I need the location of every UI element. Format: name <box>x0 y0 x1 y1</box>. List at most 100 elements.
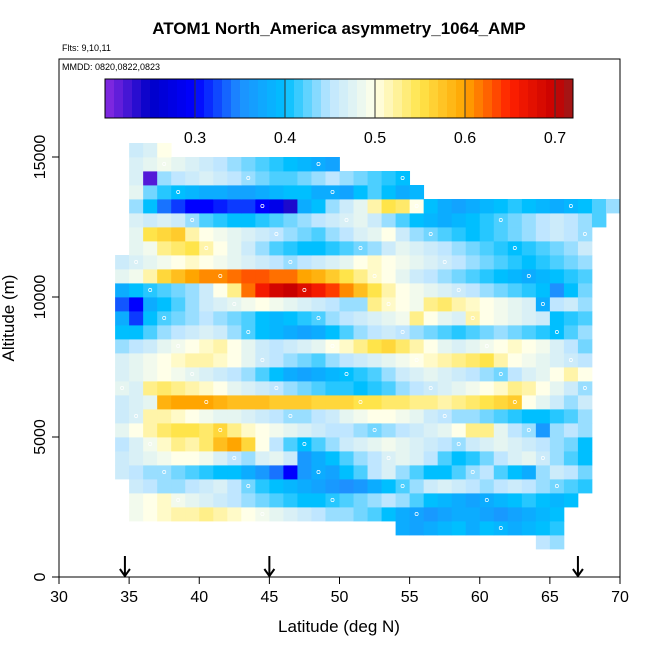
heatmap-cell <box>521 199 537 214</box>
heatmap-cell <box>451 227 467 242</box>
heatmap-cell <box>521 437 537 452</box>
heatmap-cell <box>157 409 172 424</box>
sample-point <box>218 274 223 278</box>
heatmap-cell <box>451 409 467 424</box>
heatmap-cell <box>423 269 439 284</box>
heatmap-cell <box>129 297 144 312</box>
heatmap-cell <box>199 269 214 284</box>
heatmap-cell <box>129 479 144 494</box>
heatmap-cell <box>157 297 172 312</box>
heatmap-cell <box>325 213 340 228</box>
heatmap-cell <box>423 367 439 382</box>
heatmap-cell <box>185 367 200 382</box>
heatmap-cell <box>437 255 453 270</box>
heatmap-cell <box>213 199 228 214</box>
heatmap-cell <box>325 507 340 522</box>
heatmap-cell <box>381 311 396 326</box>
heatmap-cell <box>563 465 579 480</box>
heatmap-cell <box>143 423 158 438</box>
heatmap-cell <box>395 367 411 382</box>
heatmap-cell <box>353 493 368 508</box>
heatmap-cell <box>227 213 242 228</box>
heatmap-cell <box>199 507 214 522</box>
colorbar-frame <box>104 78 574 119</box>
heatmap-cell <box>199 283 214 298</box>
heatmap-cell <box>255 241 270 256</box>
heatmap-cell <box>549 311 565 326</box>
heatmap-cell <box>549 325 565 340</box>
heatmap-cell <box>479 381 495 396</box>
heatmap-cell <box>129 353 144 368</box>
heatmap-cell <box>171 437 186 452</box>
heatmap-cell <box>381 507 396 522</box>
x-tick-label: 55 <box>401 589 419 606</box>
heatmap-cell <box>409 185 425 200</box>
colorbar-swatch <box>213 79 223 118</box>
heatmap-cell <box>227 325 242 340</box>
heatmap-cell <box>451 479 467 494</box>
heatmap-cell <box>255 479 270 494</box>
heatmap-cell <box>311 199 326 214</box>
heatmap-cell <box>507 353 523 368</box>
heatmap-cell <box>311 185 326 200</box>
colorbar-swatch <box>141 79 151 118</box>
x-tick-label: 60 <box>471 589 489 606</box>
heatmap-cell <box>199 395 214 410</box>
heatmap-cell <box>339 255 354 270</box>
heatmap-cell <box>577 325 593 340</box>
heatmap-cell <box>311 269 326 284</box>
heatmap-cell <box>269 241 284 256</box>
heatmap-cell <box>367 339 382 354</box>
heatmap-cell <box>465 325 481 340</box>
heatmap-cell <box>283 241 298 256</box>
heatmap-cell <box>409 493 425 508</box>
sample-point <box>372 428 377 432</box>
heatmap-cell <box>507 269 523 284</box>
heatmap-cell <box>409 367 425 382</box>
heatmap-cell <box>213 339 228 354</box>
heatmap-cell <box>269 423 284 438</box>
heatmap-cell <box>143 339 158 354</box>
heatmap-cell <box>437 409 453 424</box>
heatmap-cell <box>353 451 368 466</box>
heatmap-cell <box>269 395 284 410</box>
heatmap-cell <box>493 451 509 466</box>
colorbar-swatch <box>411 79 421 118</box>
sample-point <box>540 302 545 306</box>
colorbar-swatch <box>168 79 178 118</box>
heatmap-cell <box>241 255 256 270</box>
heatmap-cell <box>437 479 453 494</box>
heatmap-cell <box>493 507 509 522</box>
heatmap-cell <box>157 227 172 242</box>
heatmap-cell <box>437 353 453 368</box>
heatmap-cell <box>143 507 158 522</box>
sample-point <box>204 246 209 250</box>
heatmap-cell <box>129 451 144 466</box>
heatmap-cell <box>269 171 284 186</box>
heatmap-cell <box>171 255 186 270</box>
heatmap-cell <box>269 283 284 298</box>
heatmap-cell <box>395 437 411 452</box>
heatmap-cell <box>297 213 312 228</box>
heatmap-cell <box>549 339 565 354</box>
heatmap-cell <box>297 227 312 242</box>
heatmap-cell <box>199 353 214 368</box>
heatmap-cell <box>507 409 523 424</box>
heatmap-cell <box>451 241 467 256</box>
heatmap-cell <box>465 451 481 466</box>
heatmap-cell <box>311 353 326 368</box>
heatmap-cell <box>227 199 242 214</box>
sample-point <box>582 386 587 390</box>
heatmap-cell <box>367 479 382 494</box>
sample-point <box>330 190 335 194</box>
heatmap-cell <box>395 479 411 494</box>
heatmap-cell <box>241 157 256 172</box>
heatmap-cell <box>423 521 439 536</box>
colorbar-swatch <box>177 79 187 118</box>
heatmap-cell <box>297 199 312 214</box>
colorbar-swatch <box>186 79 196 118</box>
colorbar-swatch <box>555 79 565 118</box>
sample-point <box>246 330 251 334</box>
heatmap-cell <box>255 381 270 396</box>
sample-point <box>190 218 195 222</box>
